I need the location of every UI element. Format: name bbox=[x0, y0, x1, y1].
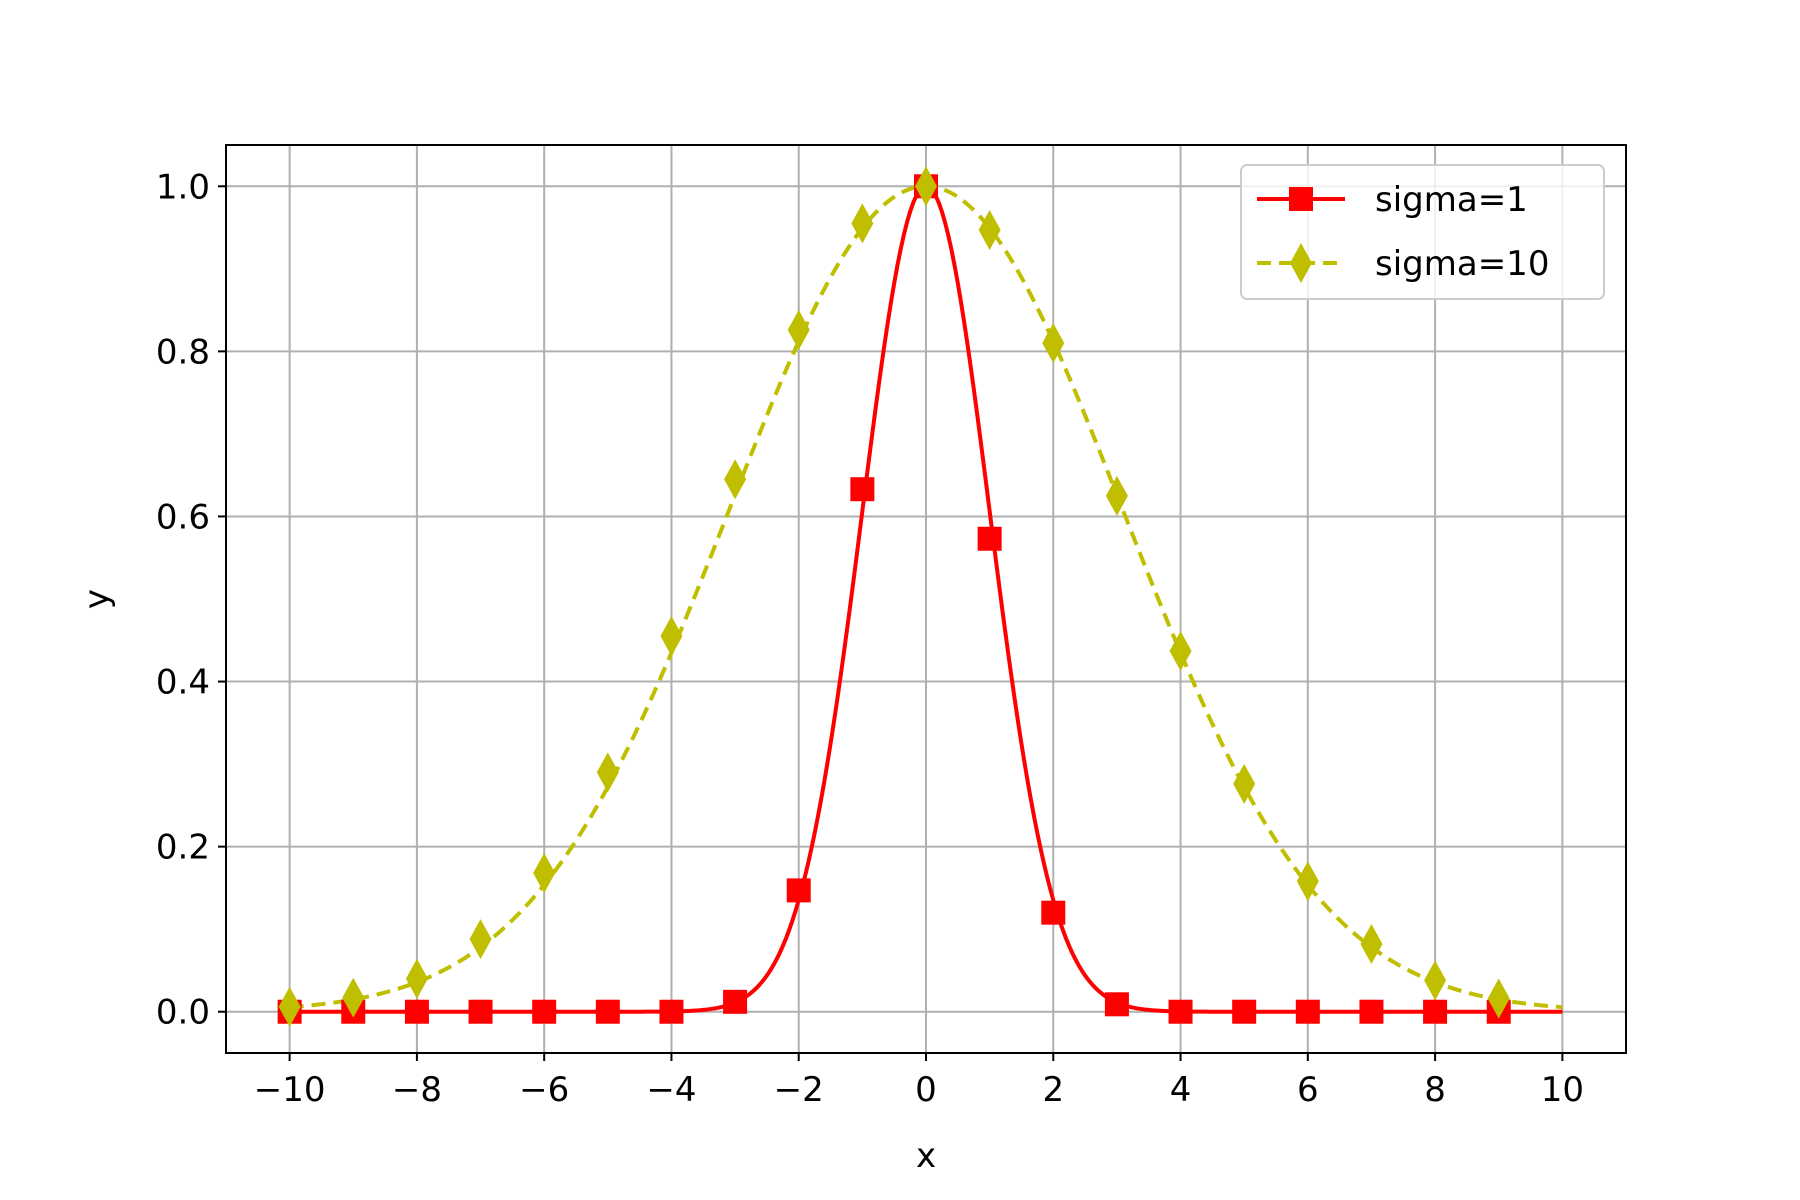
series-2-marker bbox=[533, 853, 556, 894]
y-tick-label: 0.6 bbox=[156, 497, 210, 537]
y-tick-label: 0.8 bbox=[156, 332, 210, 372]
series-2-marker bbox=[1360, 924, 1383, 965]
legend-label-1: sigma=1 bbox=[1375, 180, 1528, 220]
series-1-marker bbox=[723, 989, 748, 1014]
legend-marker-1 bbox=[1289, 187, 1313, 211]
series-1-marker bbox=[1232, 999, 1257, 1024]
series-1-marker bbox=[595, 999, 620, 1024]
series-2-marker bbox=[405, 958, 428, 999]
series-2-marker bbox=[278, 986, 301, 1027]
series-2-marker bbox=[851, 203, 874, 244]
x-tick-label: 4 bbox=[1170, 1070, 1192, 1110]
legend-label-2: sigma=10 bbox=[1375, 244, 1549, 284]
series-2-marker bbox=[1042, 323, 1065, 364]
y-tick-label: 0.0 bbox=[156, 993, 210, 1033]
series-2-marker bbox=[469, 919, 492, 960]
series-2-marker bbox=[787, 309, 810, 350]
series-2-marker bbox=[596, 752, 619, 793]
series-1-marker bbox=[1423, 999, 1448, 1024]
x-axis-ticks: −10 −8 −6 −4 −2 0 2 4 6 8 10 bbox=[254, 1053, 1584, 1110]
y-tick-label: 0.2 bbox=[156, 828, 210, 868]
x-tick-label: −4 bbox=[646, 1070, 696, 1110]
series-2-marker bbox=[1296, 861, 1319, 902]
x-tick-label: −8 bbox=[392, 1070, 442, 1110]
series-2-marker bbox=[1233, 763, 1256, 804]
series-2-marker bbox=[915, 166, 937, 207]
x-tick-label: 2 bbox=[1042, 1070, 1064, 1110]
series-2-marker bbox=[1487, 978, 1510, 1019]
x-tick-label: 0 bbox=[915, 1070, 937, 1110]
series-1-marker bbox=[1041, 900, 1066, 925]
legend: sigma=1 sigma=10 bbox=[1240, 164, 1605, 300]
series-2-marker bbox=[342, 977, 365, 1018]
plot-content bbox=[277, 166, 1563, 1027]
y-axis-ticks: 0.0 0.2 0.4 0.6 0.8 1.0 bbox=[156, 167, 226, 1033]
series-1-marker bbox=[977, 526, 1002, 551]
series-1-marker bbox=[850, 477, 875, 502]
x-tick-label: −2 bbox=[774, 1070, 824, 1110]
series-1-marker bbox=[404, 999, 429, 1024]
series-1-marker bbox=[659, 999, 684, 1024]
series-1-marker bbox=[468, 999, 493, 1024]
y-tick-label: 0.4 bbox=[156, 663, 210, 703]
series-2-marker bbox=[1169, 631, 1192, 672]
x-axis-label: x bbox=[916, 1136, 936, 1176]
series-2-marker bbox=[660, 616, 683, 657]
series-1-marker bbox=[532, 999, 557, 1024]
series-1-marker bbox=[1359, 999, 1384, 1024]
series-1-marker bbox=[786, 878, 811, 903]
legend-marker-2 bbox=[1290, 243, 1312, 283]
series-2-marker bbox=[1424, 960, 1447, 1001]
series-2-marker bbox=[978, 210, 1001, 251]
x-tick-label: 10 bbox=[1541, 1070, 1584, 1110]
y-tick-label: 1.0 bbox=[156, 167, 210, 207]
y-axis-label: y bbox=[77, 589, 117, 609]
series-1-marker bbox=[1295, 999, 1320, 1024]
series-1-marker bbox=[1168, 999, 1193, 1024]
x-tick-label: −6 bbox=[519, 1070, 569, 1110]
series-2-marker bbox=[724, 459, 747, 500]
x-tick-label: 6 bbox=[1297, 1070, 1319, 1110]
series-1-marker bbox=[1104, 992, 1129, 1017]
series-2-marker bbox=[1105, 475, 1128, 516]
x-tick-label: −10 bbox=[254, 1070, 326, 1110]
x-tick-label: 8 bbox=[1424, 1070, 1446, 1110]
series-markers bbox=[277, 166, 1511, 1027]
